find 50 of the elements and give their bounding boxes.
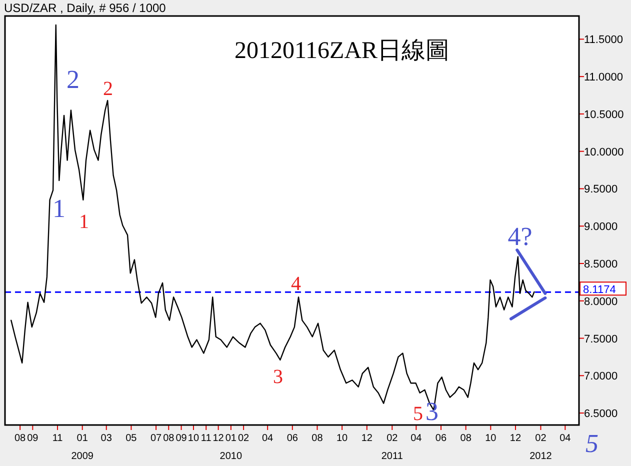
y-tick-label: 8.0000 <box>584 296 618 308</box>
text: 20120116ZAR日線圖 <box>234 38 450 64</box>
x-tick-label: 07 <box>150 433 162 444</box>
y-tick-label: 6.5000 <box>584 408 618 420</box>
x-tick-label: 08 <box>312 433 324 444</box>
y-tick-label: 7.0000 <box>584 370 618 383</box>
x-tick-label: 04 <box>560 433 572 444</box>
x-tick-label: 02 2011 <box>381 433 404 462</box>
x-tick-label: 11 <box>52 433 64 444</box>
x-tick-label: 10 <box>336 433 348 444</box>
x-tick-label: 12 <box>212 433 224 444</box>
x-tick-label: 01 2009 <box>71 433 94 462</box>
annotation: 2 <box>66 65 80 94</box>
x-tick-label: 02 <box>238 433 250 444</box>
y-tick-label: 11.5000 <box>584 34 623 46</box>
annotation: 4 <box>291 273 301 295</box>
ref-line-label: 8.1174 <box>583 284 616 296</box>
x-tick-label: 10 <box>188 433 200 444</box>
x-tick-label: 04 <box>262 433 274 444</box>
x-tick-label: 03 <box>100 433 112 444</box>
annotation: 5 <box>413 403 423 425</box>
y-tick-label: 11.0000 <box>584 72 623 84</box>
x-tick-label: 11 <box>200 433 212 444</box>
chart-subtitle: USD/ZAR , Daily, # 956 / 1000 <box>4 1 166 15</box>
x-tick-label: 06 <box>286 433 298 444</box>
x-tick-label: 08 <box>460 433 472 444</box>
annotation: 3 <box>273 366 283 388</box>
x-tick-label: 09 <box>27 433 39 444</box>
annotation: 4? <box>508 222 532 251</box>
x-tick-label: 12 <box>510 433 522 444</box>
annotation: 1 <box>52 194 66 223</box>
y-tick-label: 8.5000 <box>584 258 618 270</box>
x-tick-label: 10 <box>485 433 497 444</box>
x-tick-label: 04 <box>410 433 422 444</box>
x-tick-label: 05 <box>126 433 138 444</box>
x-tick-label: 08 <box>163 433 175 444</box>
annotation: 2 <box>103 78 113 100</box>
x-tick-label: 08 <box>14 433 26 444</box>
x-tick-label: 02 2012 <box>530 433 552 462</box>
y-tick-label: 9.5000 <box>584 184 618 196</box>
y-tick-label: 9.0000 <box>584 221 618 234</box>
x-tick-label: 09 <box>176 433 188 444</box>
annotation: 3 <box>426 397 438 426</box>
text: 5 <box>586 429 598 458</box>
y-tick-label: 10.5000 <box>584 108 624 121</box>
x-tick-label: 12 <box>361 433 373 444</box>
y-tick-label: 10.0000 <box>584 146 624 158</box>
annotation: 1 <box>79 211 89 233</box>
x-tick-label: 06 <box>435 433 447 444</box>
y-tick-label: 7.5000 <box>584 333 618 346</box>
